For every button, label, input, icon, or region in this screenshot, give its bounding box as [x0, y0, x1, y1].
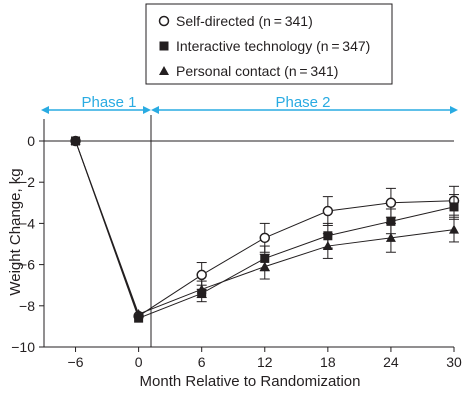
- legend-marker-personal-contact: [159, 66, 169, 75]
- phase-1-arrow-right-head: [143, 106, 151, 114]
- legend-label-self-directed: Self-directed (n = 341): [176, 13, 313, 29]
- data-point-personal-contact: [70, 136, 81, 145]
- data-point-interactive-technology: [134, 313, 144, 323]
- x-tick-label: −6: [68, 354, 84, 370]
- data-point-interactive-technology: [386, 216, 396, 226]
- y-tick-label: −2: [19, 174, 35, 190]
- data-point-self-directed: [322, 205, 334, 217]
- phase-2-arrow-left-head: [151, 106, 159, 114]
- data-point-self-directed: [259, 232, 271, 244]
- x-tick-label: 24: [383, 354, 399, 370]
- data-point-self-directed: [385, 197, 397, 209]
- axes: [43, 115, 454, 348]
- legend: Self-directed (n = 341) Interactive tech…: [145, 3, 393, 85]
- data-point-personal-contact: [449, 224, 459, 234]
- x-tick-label: 18: [320, 354, 336, 370]
- data-point-personal-contact: [385, 232, 396, 242]
- phase-1-label: Phase 1: [81, 94, 136, 111]
- x-tick-label: 12: [257, 354, 273, 370]
- phase-annotations: Phase 1 Phase 2: [41, 94, 458, 114]
- y-ticks: 0 −2 −4 −6 −8 −10: [11, 133, 44, 355]
- data-point-personal-contact: [133, 309, 144, 319]
- data-point-personal-contact: [196, 284, 207, 294]
- x-tick-label: 30: [446, 354, 462, 370]
- legend-marker-self-directed: [158, 15, 170, 27]
- data-point-interactive-technology: [449, 202, 459, 212]
- legend-label-interactive-technology: Interactive technology (n = 347): [176, 38, 370, 54]
- phase-1-arrow-left-head: [41, 106, 49, 114]
- x-ticks: −6 0 6 12 18 24 30: [68, 347, 462, 370]
- x-tick-label: 0: [135, 354, 143, 370]
- y-tick-label: −10: [11, 339, 35, 355]
- y-tick-label: −6: [19, 257, 35, 273]
- y-tick-label: 0: [27, 133, 35, 149]
- y-axis-label: Weight Change, kg: [7, 168, 24, 295]
- data-point-personal-contact: [322, 241, 333, 251]
- data-point-self-directed: [196, 269, 207, 281]
- phase-2-arrow-right-head: [450, 106, 458, 114]
- legend-label-personal-contact: Personal contact (n = 341): [176, 63, 338, 79]
- legend-box: [145, 3, 393, 85]
- x-tick-label: 6: [198, 354, 206, 370]
- legend-marker-interactive-technology: [159, 41, 169, 51]
- data-point-personal-contact: [259, 261, 270, 271]
- series-layer: [70, 135, 460, 323]
- phase-2-label: Phase 2: [275, 94, 330, 111]
- x-axis-label: Month Relative to Randomization: [140, 373, 361, 390]
- y-tick-label: −4: [19, 215, 35, 231]
- y-tick-label: −8: [19, 298, 35, 314]
